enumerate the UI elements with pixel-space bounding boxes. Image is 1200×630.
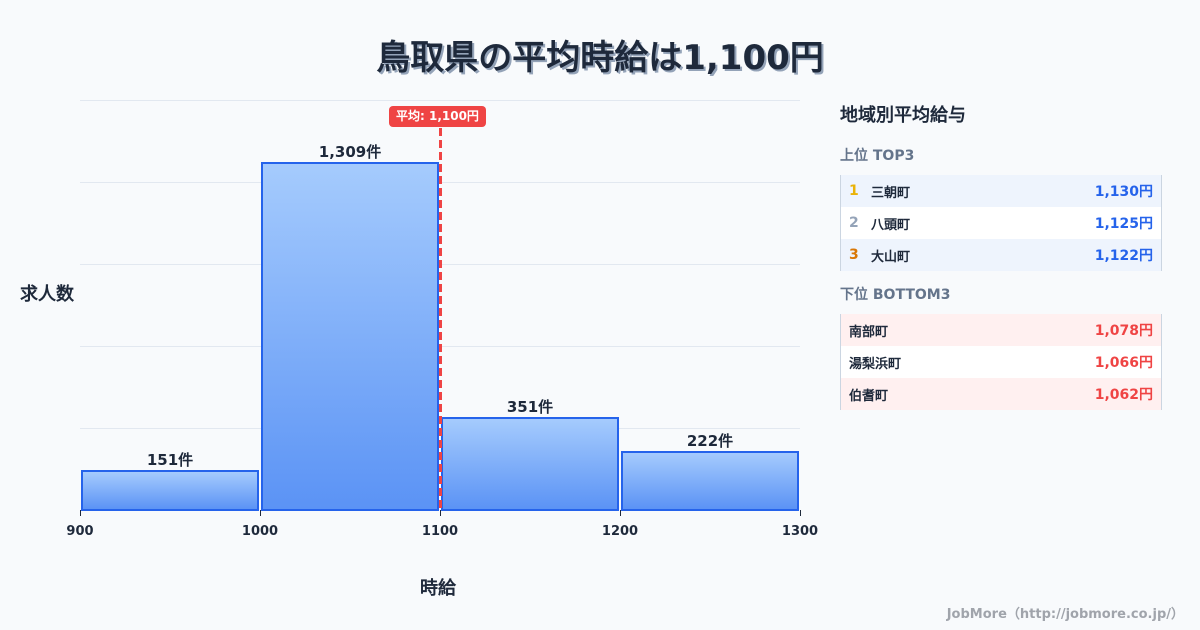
x-tick — [80, 510, 81, 516]
wage-value: 1,122円 — [1094, 248, 1153, 264]
town-name: 南部町 — [849, 324, 889, 340]
list-item: 南部町 1,078円 — [841, 314, 1161, 346]
bar-value-label: 351件 — [506, 397, 554, 416]
histogram-bar — [261, 161, 439, 511]
rank-number: 3 — [849, 247, 859, 263]
wage-value: 1,062円 — [1094, 387, 1153, 403]
wage-value: 1,066円 — [1094, 355, 1153, 371]
rank-number: 1 — [849, 183, 859, 199]
town-name: 大山町 — [871, 249, 911, 265]
x-tick-label: 1000 — [241, 524, 279, 539]
histogram-bar — [81, 469, 259, 511]
wage-value: 1,078円 — [1094, 323, 1153, 339]
bar-value-label: 151件 — [146, 450, 194, 469]
footer-credit: JobMore（http://jobmore.co.jp/） — [946, 607, 1184, 622]
average-badge: 平均: 1,100円 — [389, 106, 486, 127]
bar-value-label: 222件 — [686, 431, 734, 450]
wage-value: 1,130円 — [1094, 184, 1153, 200]
page-title: 鳥取県の平均時給は1,100円 — [376, 38, 824, 78]
histogram-chart: 求人数 151件 1,309件 351件 222件 平均: 1,100円 900 100… — [20, 100, 818, 599]
x-tick — [620, 510, 621, 516]
top3-list: 1 三朝町 1,130円 2 八頭町 1,125円 3 大山町 1,122円 — [840, 175, 1162, 271]
histogram-bar — [441, 416, 619, 511]
gridline — [80, 100, 800, 101]
town-name: 八頭町 — [871, 217, 911, 233]
wage-value: 1,125円 — [1094, 216, 1153, 232]
list-item: 湯梨浜町 1,066円 — [841, 346, 1161, 378]
x-tick-label: 900 — [66, 524, 94, 539]
bottom3-list: 南部町 1,078円 湯梨浜町 1,066円 伯耆町 1,062円 — [840, 314, 1162, 410]
y-axis-label: 求人数 — [20, 284, 74, 305]
histogram-bar — [621, 450, 799, 511]
list-item: 2 八頭町 1,125円 — [841, 207, 1161, 239]
town-name: 三朝町 — [871, 185, 911, 201]
x-tick — [800, 510, 801, 516]
list-item: 伯耆町 1,062円 — [841, 378, 1161, 410]
average-line — [439, 128, 442, 510]
bottom3-title: 下位 BOTTOM3 — [840, 287, 951, 303]
rank-number: 2 — [849, 215, 859, 231]
town-name: 伯耆町 — [849, 388, 889, 404]
list-item: 3 大山町 1,122円 — [841, 239, 1161, 271]
town-name: 湯梨浜町 — [849, 356, 902, 372]
x-tick-label: 1300 — [781, 524, 819, 539]
x-tick-label: 1100 — [421, 524, 459, 539]
regional-salary-panel: 地域別平均給与 上位 TOP3 1 三朝町 1,130円 2 八頭町 1,125… — [840, 100, 1162, 410]
panel-title: 地域別平均給与 — [840, 105, 966, 126]
list-item: 1 三朝町 1,130円 — [841, 175, 1161, 207]
x-tick — [440, 510, 441, 516]
top3-title: 上位 TOP3 — [840, 148, 915, 164]
x-tick-label: 1200 — [601, 524, 639, 539]
bar-value-label: 1,309件 — [318, 142, 382, 161]
x-tick — [260, 510, 261, 516]
x-axis-label: 時給 — [420, 578, 456, 599]
